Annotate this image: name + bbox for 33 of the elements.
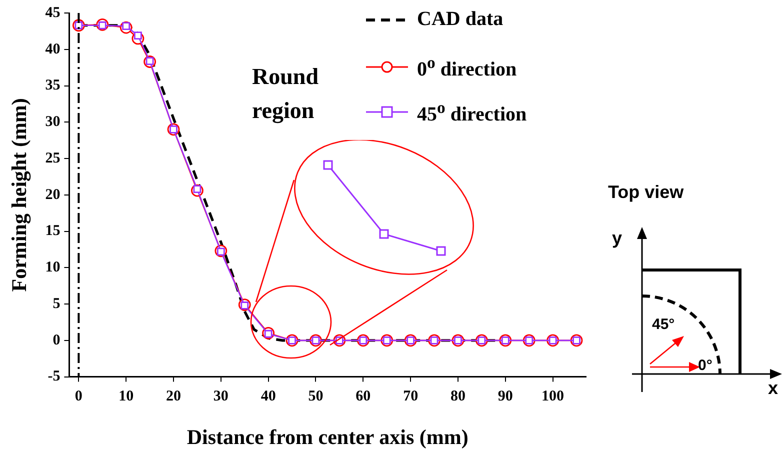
legend-label: 45$^{o}$ direction [417, 98, 527, 127]
text: y [612, 228, 622, 249]
x-tick-label: 80 [450, 388, 466, 405]
legend-label: 0$^{o}$ direction [417, 53, 517, 82]
y-tick-label: 45 [45, 4, 60, 21]
y-tick-label: 40 [45, 41, 60, 58]
y-tick-label: -5 [48, 368, 60, 385]
text: 0° [698, 357, 712, 374]
y-axis-title: Forming height (mm) [7, 98, 32, 292]
x-tick-label: 10 [118, 388, 134, 405]
x-tick-label: 100 [542, 388, 564, 405]
x-tick-label: 30 [213, 388, 228, 405]
x-tick-label: 20 [166, 388, 182, 405]
legend-label: CAD data [417, 8, 504, 31]
text: 45° [652, 316, 675, 333]
y-tick-label: 35 [45, 78, 60, 94]
y-tick-label: 25 [45, 150, 60, 166]
x-tick-label: 70 [403, 388, 418, 405]
x-tick-label: 50 [308, 388, 324, 405]
text: Top view [608, 182, 684, 203]
x-axis-title: Distance from center axis (mm) [186, 424, 468, 449]
text: x [768, 378, 778, 399]
y-tick-label: 5 [52, 296, 60, 312]
y-tick-label: 10 [45, 260, 60, 276]
x-tick-label: 0 [74, 388, 82, 405]
y-tick-label: 30 [45, 114, 60, 130]
y-tick-label: 15 [45, 223, 60, 240]
y-tick-label: 20 [45, 186, 60, 203]
x-tick-label: 60 [356, 388, 371, 405]
x-tick-label: 40 [260, 388, 276, 405]
annotation: Round region [252, 63, 320, 126]
y-tick-label: 0 [52, 332, 60, 348]
x-tick-label: 90 [498, 388, 513, 405]
